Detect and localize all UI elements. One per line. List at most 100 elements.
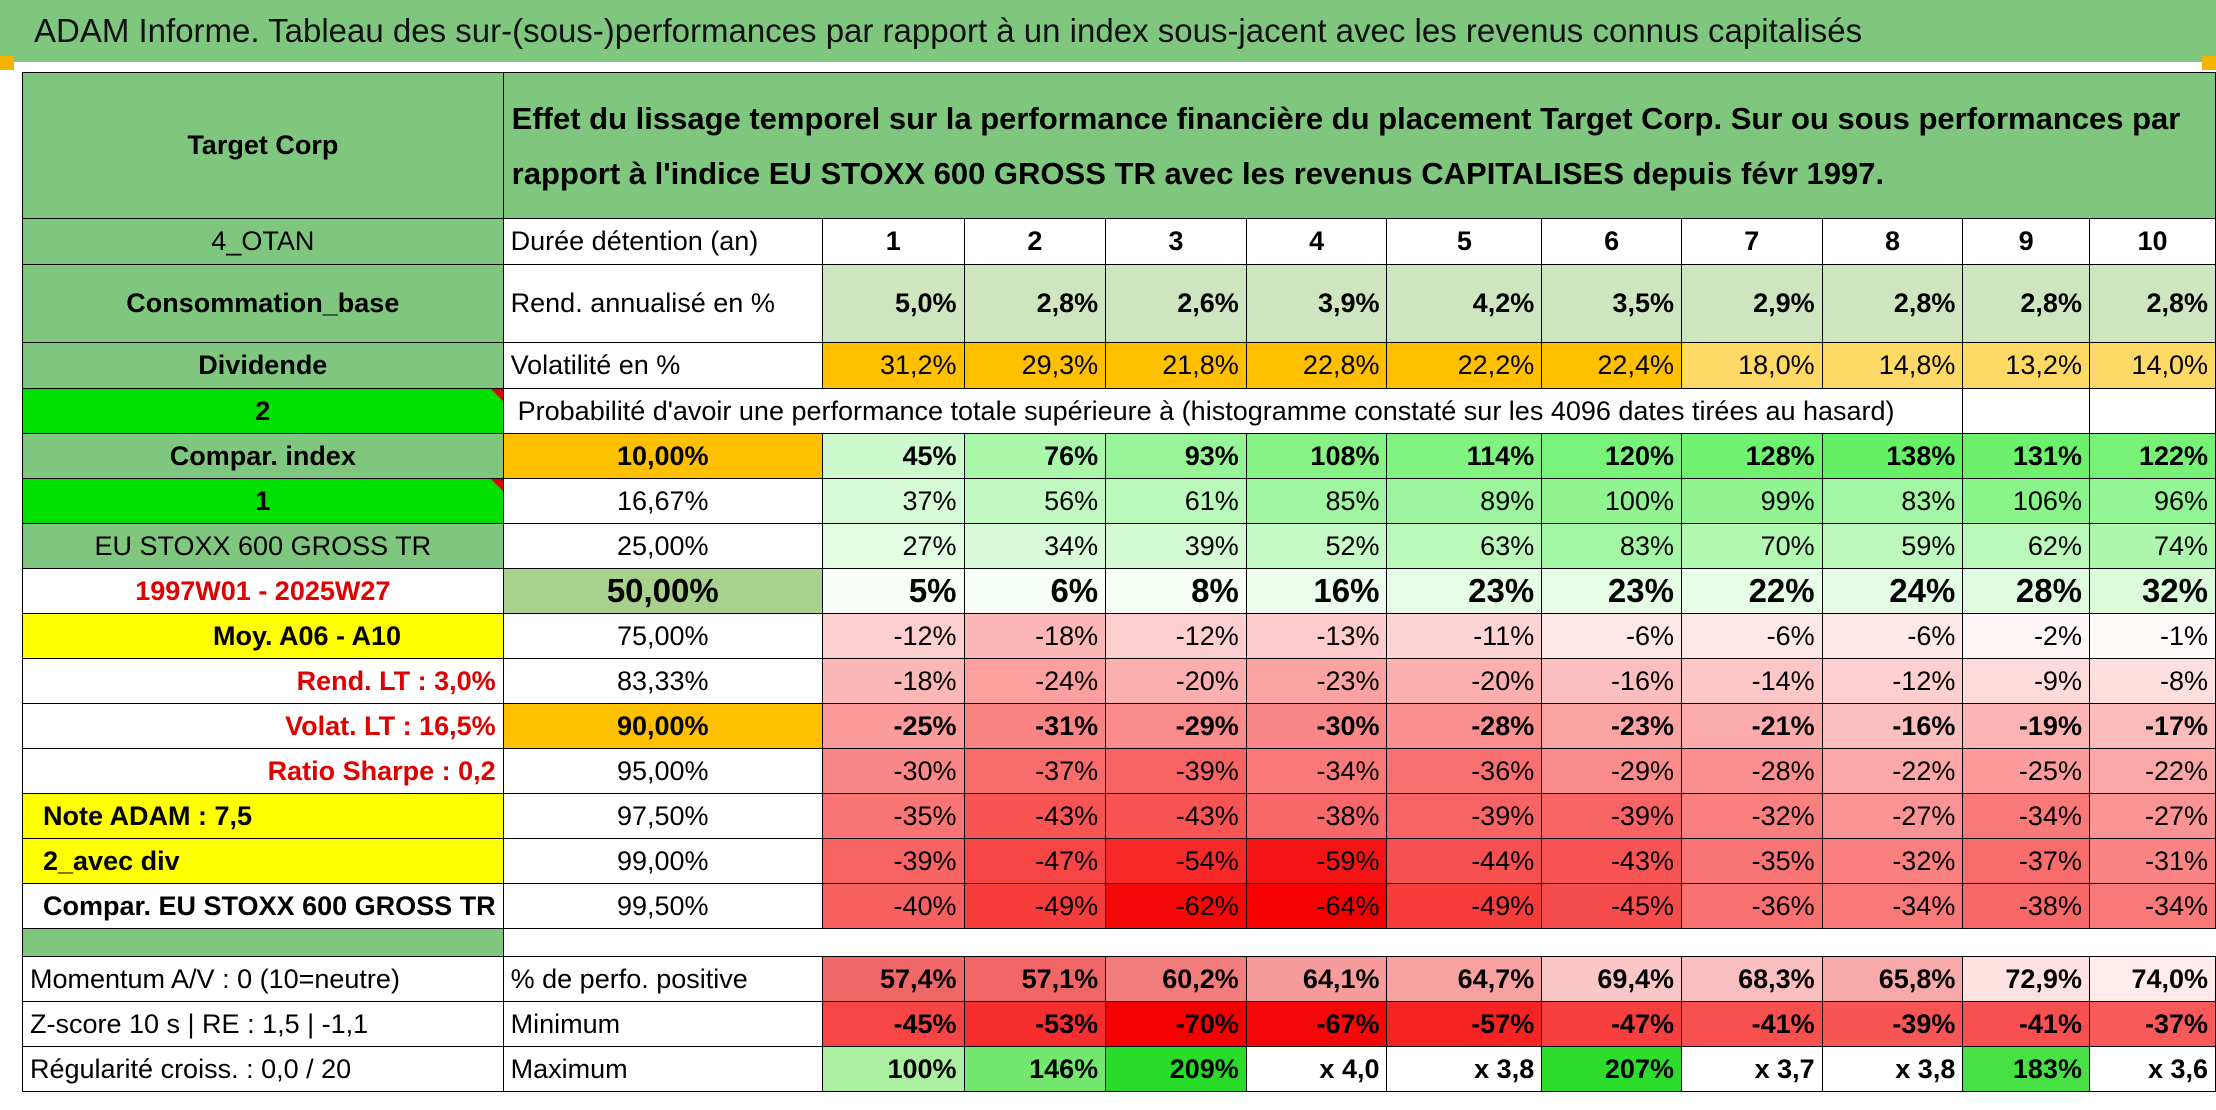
- percentile-label: 75,00%: [502, 613, 823, 659]
- percentile-value: -62%: [1105, 883, 1247, 929]
- percentile-value: -20%: [1386, 658, 1543, 704]
- maximum-value: x 3,7: [1680, 1046, 1823, 1092]
- percentile-value: 16%: [1245, 568, 1388, 614]
- percentile-value: 63%: [1386, 523, 1543, 569]
- corner-marker-right: [2202, 56, 2216, 70]
- empty-cell: [1962, 388, 2090, 434]
- percentile-row: EU STOXX 600 GROSS TR 25,00% 27% 34% 39% 52%…: [22, 523, 2216, 569]
- percentile-value: -24%: [963, 658, 1107, 704]
- percentile-value: 83%: [1541, 523, 1682, 569]
- positive-performance-value: 65,8%: [1821, 956, 1964, 1002]
- percentile-label: 95,00%: [502, 748, 823, 794]
- year-header: 8: [1821, 218, 1964, 265]
- percentile-value: 27%: [821, 523, 965, 569]
- index-name: EU STOXX 600 GROSS TR: [22, 523, 504, 569]
- percentile-value: 34%: [963, 523, 1107, 569]
- percentile-value: 56%: [963, 478, 1107, 524]
- percentile-value: -36%: [1386, 748, 1543, 794]
- empty-cell: [2088, 388, 2216, 434]
- percentile-label: 16,67%: [502, 478, 823, 524]
- percentile-value: 93%: [1105, 433, 1247, 479]
- volatility-value: 13,2%: [1962, 342, 2090, 389]
- positive-performance-value: 74,0%: [2088, 956, 2216, 1002]
- percentile-row: Compar. EU STOXX 600 GROSS TR 99,50% -40%…: [22, 883, 2216, 929]
- percentile-value: -17%: [2088, 703, 2216, 749]
- percentile-row: 1997W01 - 2025W27 50,00% 5% 6% 8% 16% 23% 23% 2…: [22, 568, 2216, 614]
- percentile-value: -18%: [963, 613, 1107, 659]
- minimum-value: -41%: [1680, 1001, 1823, 1047]
- report-title: ADAM Informe. Tableau des sur-(sous-)per…: [0, 0, 2216, 62]
- percentile-value: -16%: [1821, 703, 1964, 749]
- dividend-option-cell[interactable]: 2: [22, 388, 504, 434]
- percentile-value: 76%: [963, 433, 1107, 479]
- percentile-value: 85%: [1245, 478, 1388, 524]
- percentile-row: 1 16,67% 37% 56% 61% 85% 89% 100% 99% 83% 106% 96%: [22, 478, 2216, 524]
- percentile-value: -49%: [1386, 883, 1543, 929]
- annual-return-value: 2,9%: [1680, 264, 1823, 343]
- percentile-value: -6%: [1821, 613, 1964, 659]
- probability-caption: Probabilité d'avoir une performance tota…: [502, 388, 1964, 434]
- annual-return-row: Consommation_base Rend. annualisé en % 5…: [22, 264, 2216, 343]
- percentile-value: -27%: [1821, 793, 1964, 839]
- percentile-value: -1%: [2088, 613, 2216, 659]
- percentile-value: -43%: [963, 793, 1107, 839]
- year-header: 5: [1386, 218, 1543, 265]
- volatility-label: Volatilité en %: [502, 342, 823, 389]
- description-text: Effet du lissage temporel sur la perform…: [511, 100, 2181, 191]
- positive-performance-value: 57,1%: [963, 956, 1107, 1002]
- positive-performance-label: % de perfo. positive: [502, 956, 823, 1002]
- comparison-label: Compar. EU STOXX 600 GROSS TR: [22, 883, 504, 929]
- percentile-value: 5%: [821, 568, 965, 614]
- maximum-value: 183%: [1962, 1046, 2090, 1092]
- percentile-value: 23%: [1386, 568, 1543, 614]
- percentile-value: -13%: [1245, 613, 1388, 659]
- volatility-value: 21,8%: [1105, 342, 1247, 389]
- minimum-value: -45%: [821, 1001, 965, 1047]
- percentile-value: -27%: [2088, 793, 2216, 839]
- annual-return-value: 5,0%: [821, 264, 965, 343]
- percentile-value: 108%: [1245, 433, 1388, 479]
- percentile-value: 52%: [1245, 523, 1388, 569]
- spacer-cell: [503, 928, 2216, 957]
- year-header: 4: [1245, 218, 1388, 265]
- percentile-value: 59%: [1821, 523, 1964, 569]
- minimum-value: -41%: [1962, 1001, 2090, 1047]
- ticker-code: 4_OTAN: [22, 218, 504, 265]
- percentile-value: 61%: [1105, 478, 1247, 524]
- maximum-label: Maximum: [502, 1046, 823, 1092]
- minimum-value: -39%: [1821, 1001, 1964, 1047]
- volatility-row: Dividende Volatilité en % 31,2% 29,3% 21,8…: [22, 342, 2216, 389]
- percentile-value: -37%: [1962, 838, 2090, 884]
- index-option-cell[interactable]: 1: [22, 478, 504, 524]
- volatility-value: 22,8%: [1245, 342, 1388, 389]
- annual-return-value: 2,6%: [1105, 264, 1247, 343]
- momentum-label: Momentum A/V : 0 (10=neutre): [22, 956, 504, 1002]
- maximum-value: 209%: [1105, 1046, 1247, 1092]
- performance-table: Target Corp Effet du lissage temporel su…: [22, 72, 2216, 1092]
- positive-performance-value: 68,3%: [1680, 956, 1823, 1002]
- minimum-value: -53%: [963, 1001, 1107, 1047]
- percentile-value: 128%: [1680, 433, 1823, 479]
- annual-return-value: 2,8%: [2088, 264, 2216, 343]
- sharpe-ratio: Ratio Sharpe : 0,2: [22, 748, 504, 794]
- percentile-value: -30%: [821, 748, 965, 794]
- positive-performance-value: 57,4%: [821, 956, 965, 1002]
- percentile-value: 39%: [1105, 523, 1247, 569]
- positive-performance-value: 72,9%: [1962, 956, 2090, 1002]
- percentile-label: 99,50%: [502, 883, 823, 929]
- adam-score: Note ADAM : 7,5: [22, 793, 504, 839]
- annual-return-value: 3,9%: [1245, 264, 1388, 343]
- annual-return-value: 2,8%: [963, 264, 1107, 343]
- percentile-value: -23%: [1541, 703, 1682, 749]
- percentile-value: -39%: [821, 838, 965, 884]
- percentile-value: 120%: [1541, 433, 1682, 479]
- percentile-value: -49%: [963, 883, 1107, 929]
- percentile-row: Volat. LT : 16,5% 90,00% -25% -31% -29% -30%…: [22, 703, 2216, 749]
- percentile-value: -38%: [1962, 883, 2090, 929]
- minimum-value: -70%: [1105, 1001, 1247, 1047]
- percentile-value: 45%: [821, 433, 965, 479]
- percentile-value: -40%: [821, 883, 965, 929]
- minimum-row: Z-score 10 s | RE : 1,5 | -1,1 Minimum -…: [22, 1001, 2216, 1047]
- positive-performance-value: 64,1%: [1245, 956, 1388, 1002]
- percentile-label: 50,00%: [502, 568, 823, 614]
